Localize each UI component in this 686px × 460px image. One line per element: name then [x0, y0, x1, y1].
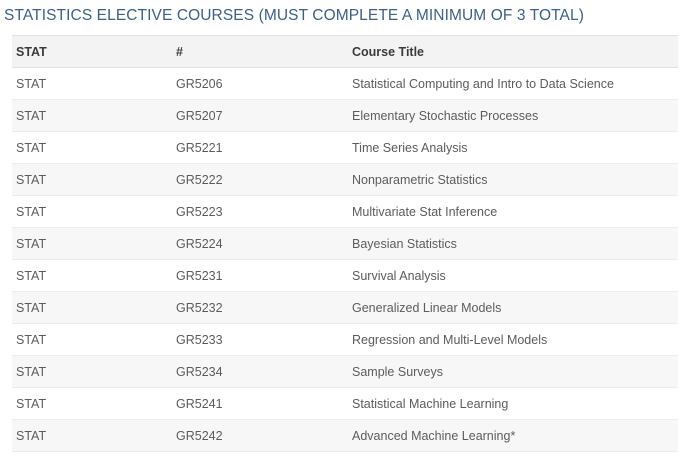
- cell-course-title: Sample Surveys: [348, 355, 678, 388]
- cell-course-number: GR5231: [172, 259, 348, 292]
- table-row: STAT GR5222 Nonparametric Statistics: [12, 163, 678, 196]
- cell-department: STAT: [12, 131, 172, 164]
- course-table-container: STAT # Course Title STAT GR5206 Statistica…: [12, 35, 678, 452]
- column-header-number: #: [172, 35, 348, 68]
- cell-course-title: Multivariate Stat Inference: [348, 195, 678, 228]
- statistics-elective-courses-table: STAT # Course Title STAT GR5206 Statistica…: [12, 35, 678, 452]
- cell-course-number: GR5241: [172, 387, 348, 420]
- cell-course-title: Statistical Machine Learning: [348, 387, 678, 420]
- table-row: STAT GR5207 Elementary Stochastic Processe…: [12, 99, 678, 132]
- cell-department: STAT: [12, 323, 172, 356]
- cell-department: STAT: [12, 195, 172, 228]
- table-row: STAT GR5221 Time Series Analysis: [12, 131, 678, 164]
- cell-department: STAT: [12, 355, 172, 388]
- table-row: STAT GR5242 Advanced Machine Learning*: [12, 419, 678, 452]
- cell-course-number: GR5223: [172, 195, 348, 228]
- cell-course-title: Bayesian Statistics: [348, 227, 678, 260]
- cell-course-number: GR5234: [172, 355, 348, 388]
- cell-course-title: Nonparametric Statistics: [348, 163, 678, 196]
- cell-department: STAT: [12, 259, 172, 292]
- table-row: STAT GR5223 Multivariate Stat Inference: [12, 195, 678, 228]
- cell-department: STAT: [12, 419, 172, 452]
- table-row: STAT GR5206 Statistical Computing and Intr…: [12, 67, 678, 100]
- cell-course-number: GR5242: [172, 419, 348, 452]
- table-header: STAT # Course Title: [12, 35, 678, 68]
- cell-course-title: Advanced Machine Learning*: [348, 419, 678, 452]
- cell-course-number: GR5233: [172, 323, 348, 356]
- cell-course-number: GR5232: [172, 291, 348, 324]
- table-row: STAT GR5241 Statistical Machine Learning: [12, 387, 678, 420]
- cell-course-title: Survival Analysis: [348, 259, 678, 292]
- cell-course-title: Statistical Computing and Intro to Data …: [348, 67, 678, 100]
- cell-course-number: GR5222: [172, 163, 348, 196]
- table-row: STAT GR5234 Sample Surveys: [12, 355, 678, 388]
- cell-course-number: GR5221: [172, 131, 348, 164]
- cell-department: STAT: [12, 227, 172, 260]
- cell-course-number: GR5207: [172, 99, 348, 132]
- table-row: STAT GR5224 Bayesian Statistics: [12, 227, 678, 260]
- cell-course-title: Elementary Stochastic Processes: [348, 99, 678, 132]
- table-header-row: STAT # Course Title: [12, 35, 678, 68]
- cell-department: STAT: [12, 291, 172, 324]
- cell-department: STAT: [12, 67, 172, 100]
- cell-course-title: Regression and Multi-Level Models: [348, 323, 678, 356]
- column-header-course-title: Course Title: [348, 35, 678, 68]
- cell-department: STAT: [12, 99, 172, 132]
- cell-course-number: GR5224: [172, 227, 348, 260]
- cell-course-number: GR5206: [172, 67, 348, 100]
- cell-department: STAT: [12, 387, 172, 420]
- cell-department: STAT: [12, 163, 172, 196]
- table-row: STAT GR5232 Generalized Linear Models: [12, 291, 678, 324]
- column-header-department: STAT: [12, 35, 172, 68]
- table-body: STAT GR5206 Statistical Computing and Intr…: [12, 67, 678, 452]
- page-title: STATISTICS ELECTIVE COURSES (MUST COMPLE…: [4, 7, 584, 24]
- cell-course-title: Time Series Analysis: [348, 131, 678, 164]
- table-row: STAT GR5231 Survival Analysis: [12, 259, 678, 292]
- cell-course-title: Generalized Linear Models: [348, 291, 678, 324]
- table-row: STAT GR5233 Regression and Multi-Level Mod…: [12, 323, 678, 356]
